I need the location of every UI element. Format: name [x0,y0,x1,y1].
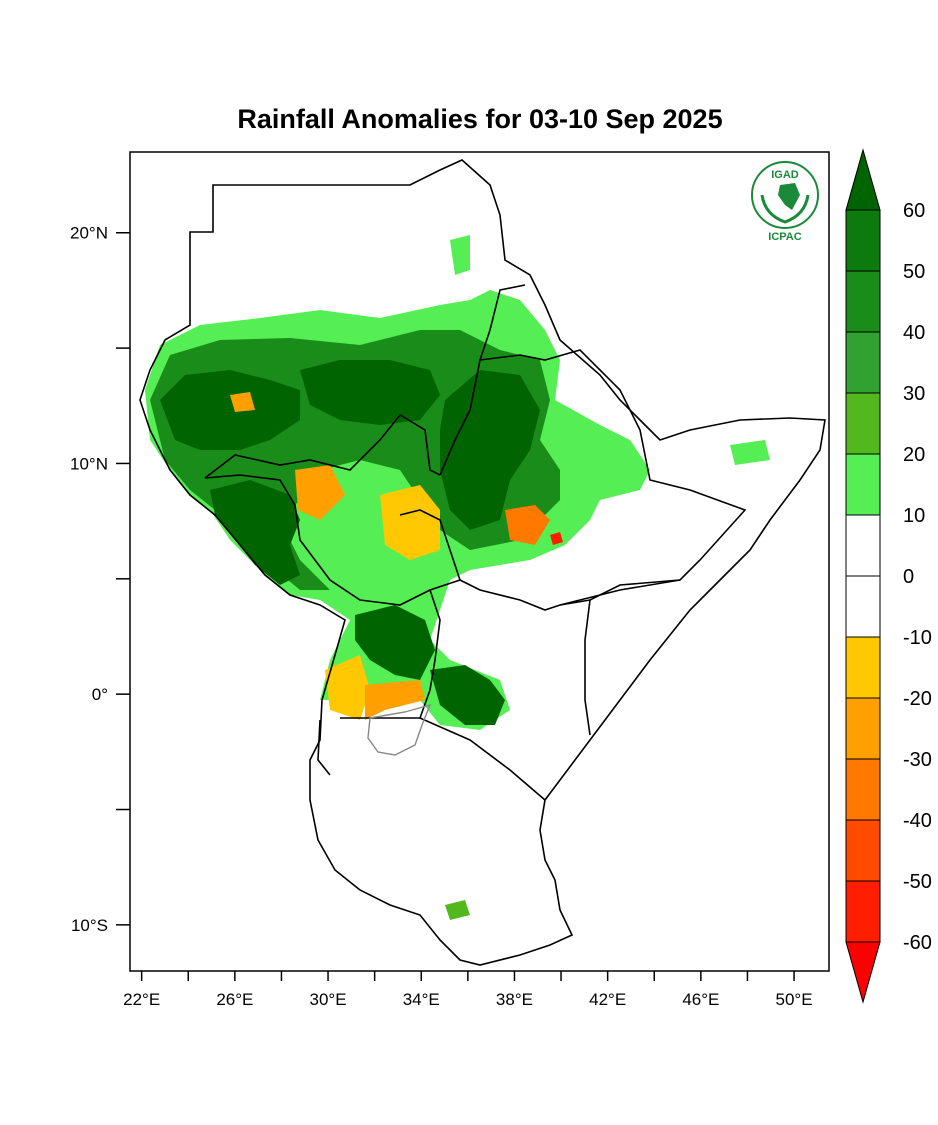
colorbar-label: 20 [903,444,925,466]
border-kenya-somalia [584,599,591,736]
wet-patch-tanzania [445,900,470,920]
logo-bottom-text: ICPAC [768,231,801,243]
colorbar-bin [845,575,881,638]
colorbar-bin [845,331,881,394]
colorbar-label: 40 [903,322,925,344]
colorbar-bin [845,758,881,821]
dry-spot-west [230,392,255,412]
y-tick-label: 10°S [71,916,108,935]
colorbar-label: -40 [903,810,932,832]
x-tick-label: 22°E [123,990,160,1009]
border-sudan-southsudan [204,413,441,479]
colorbar-label: 60 [903,200,925,222]
dry-region-uganda [325,655,370,720]
colorbar-bin [845,636,881,699]
x-tick-label: 26°E [216,990,253,1009]
border-drc-rwanda [317,719,331,776]
y-tick-label: 0° [92,685,108,704]
border-southsudan-south [204,474,461,606]
colorbar-bin [845,697,881,760]
colorbar-label: -60 [903,932,932,954]
colorbar-bin [845,819,881,882]
x-tick-label: 42°E [589,990,626,1009]
colorbar-bin [845,392,881,455]
wet-patch-north [450,235,470,275]
x-tick-label: 46°E [682,990,719,1009]
dry-region-darfur [295,465,345,520]
x-tick-label: 38°E [496,990,533,1009]
x-tick-label: 50°E [776,990,813,1009]
wet-patch-somalia [730,440,770,465]
colorbar-bin [845,453,881,516]
colorbar-label: -50 [903,871,932,893]
dry-region-lake [365,680,425,720]
map-title: Rainfall Anomalies for 03-10 Sep 2025 [237,104,723,134]
dry-spots-ethiopia [505,505,550,545]
colorbar-bin [845,270,881,333]
wet-core-kenya [430,665,505,725]
colorbar-bin [845,514,881,577]
wet-core-ethiopia [440,370,540,530]
logo-africa-icon [778,183,800,210]
colorbar-label: 0 [903,566,914,588]
border-ethiopia [399,349,747,611]
wet-core-west [160,370,300,450]
country-boundaries [139,159,826,966]
colorbar-label: -10 [903,627,932,649]
colorbar-bin [845,880,881,943]
lake-victoria-outline [367,703,432,756]
wet-core-chad-car [210,480,300,585]
y-tick-label: 10°N [70,454,108,473]
wet-core-uganda [355,605,435,680]
dry-region-south-sudan [380,485,440,560]
x-tick-label: 30°E [310,990,347,1009]
icpac-logo: IGAD ICPAC [751,161,819,243]
y-tick-label: 20°N [70,224,108,243]
y-axis: 20°N 10°N 0° 10°S [70,224,130,935]
colorbar-label: 50 [903,261,925,283]
colorbar-label: -30 [903,749,932,771]
colorbar-label: -20 [903,688,932,710]
logo-laurel-icon [760,194,810,224]
region-outline [139,159,826,966]
border-ethiopia-somalia [559,579,681,606]
colorbar-bin [845,209,881,272]
dry-spot-red [550,532,563,545]
x-tick-label: 34°E [403,990,440,1009]
x-axis: 22°E 26°E 30°E 34°E 38°E 42°E 46°E 50°E [123,971,813,1009]
rainfall-anomaly-field [145,235,770,920]
wet-core-darfur [300,360,440,425]
colorbar: 60 50 40 30 20 10 0 -10 -20 -30 -40 -50 -60 [845,148,932,1004]
border-uganda-kenya [419,589,441,719]
colorbar-min-arrow [845,941,881,1004]
colorbar-max-arrow [845,148,881,211]
colorbar-label: 10 [903,505,925,527]
border-tanzania-north [340,717,546,801]
colorbar-label: 30 [903,383,925,405]
logo-top-text: IGAD [771,169,799,181]
